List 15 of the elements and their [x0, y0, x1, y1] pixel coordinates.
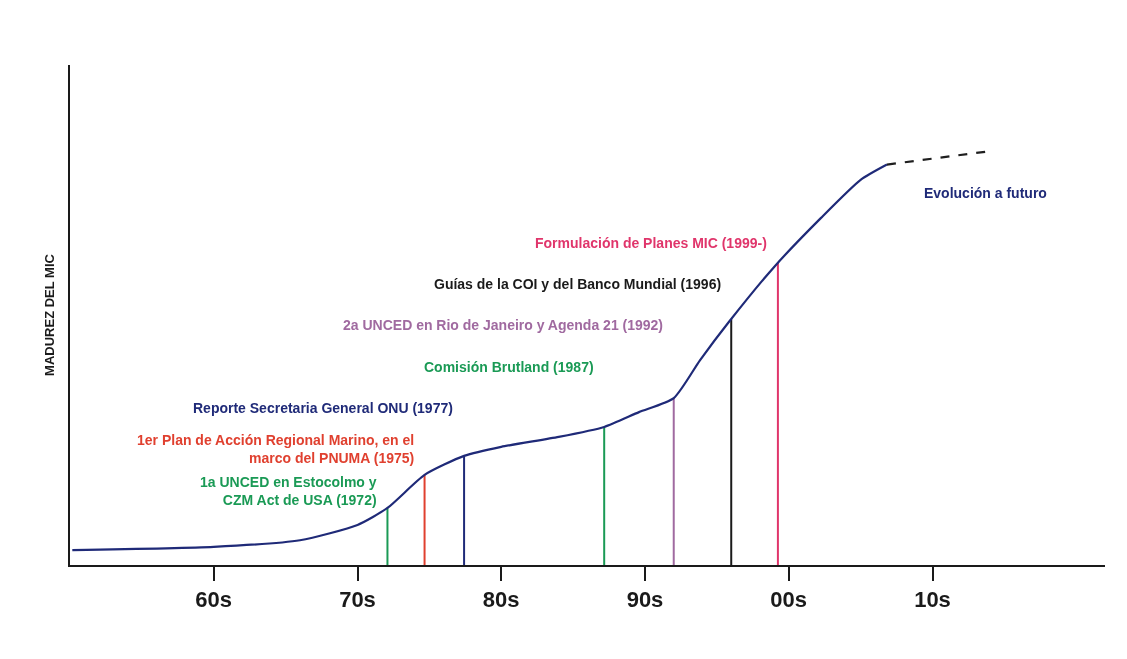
- x-tick-label: 60s: [195, 587, 233, 613]
- ref-line-label: Reporte Secretaria General ONU (1977): [193, 400, 453, 416]
- ref-line-label: 1er Plan de Acción Regional Marino, en el marco del PNUMA (1975): [137, 432, 415, 467]
- x-tick-label: 90s: [626, 587, 664, 613]
- x-tick-label: 80s: [482, 587, 520, 613]
- x-tick-label: 10s: [914, 587, 951, 613]
- y-axis-title: MADUREZ DEL MIC: [42, 253, 58, 376]
- ref-line-label: Formulación de Planes MIC (1999-): [535, 235, 767, 251]
- ref-line-label: 2a UNCED en Rio de Janeiro y Agenda 21 (1992): [343, 317, 664, 333]
- x-tick-label: 70s: [339, 587, 376, 613]
- annotation: Evolución a futuro: [924, 185, 1047, 201]
- ref-line-label: Comisión Brutland (1987): [424, 359, 594, 375]
- ref-line-label: 1a UNCED en Estocolmo y CZM Act de USA (1972): [200, 474, 377, 509]
- x-tick-label: 00s: [770, 587, 808, 613]
- ref-line-label: Guías de la COI y del Banco Mundial (1996): [434, 276, 722, 292]
